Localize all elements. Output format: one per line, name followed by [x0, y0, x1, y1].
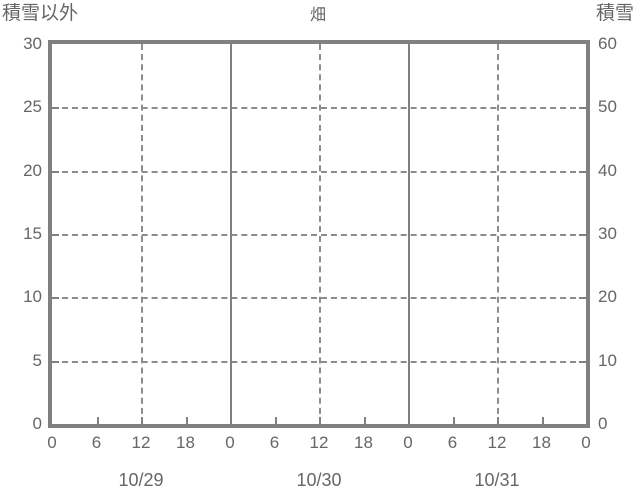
left-axis-tick-label: 25 — [23, 97, 42, 117]
x-axis-tick — [408, 417, 410, 424]
x-axis-tick — [274, 417, 277, 424]
vertical-gridline — [319, 44, 321, 424]
right-axis-tick-label: 10 — [598, 350, 617, 370]
x-axis-tick-label: 0 — [581, 433, 591, 452]
x-axis-tick-label: 12 — [309, 433, 329, 452]
x-axis-tick — [363, 417, 366, 424]
left-axis-tick-label: 0 — [32, 414, 42, 433]
right-axis-tick-label: 20 — [598, 287, 617, 307]
right-axis-tick-label: 40 — [598, 160, 617, 180]
day-boundary-line — [408, 44, 410, 424]
x-axis-tick — [319, 417, 321, 424]
x-axis-day-label: 10/29 — [118, 470, 164, 490]
x-axis-tick-label: 18 — [532, 433, 551, 452]
x-axis-tick — [541, 417, 544, 424]
right-axis-title: 積雪 — [595, 3, 634, 24]
chart-title: 畑 — [309, 7, 326, 24]
left-axis-tick — [52, 297, 59, 300]
plot-grid — [52, 44, 586, 424]
left-axis-tick — [52, 234, 59, 236]
right-axis-tick-label: 60 — [598, 34, 617, 53]
x-axis-tick-label: 12 — [131, 433, 151, 452]
left-axis-tick — [52, 360, 59, 363]
x-axis-tick-label: 18 — [176, 433, 195, 452]
x-axis-tick-label: 6 — [269, 433, 280, 452]
vertical-gridline — [497, 44, 499, 424]
x-axis-tick — [96, 417, 99, 424]
x-axis-day-label: 10/30 — [296, 470, 342, 490]
x-axis-day-label: 10/31 — [474, 470, 520, 490]
x-axis-tick-label: 18 — [354, 433, 373, 452]
left-axis-title: 積雪以外 — [2, 3, 79, 24]
right-axis-tick-label: 0 — [598, 414, 608, 433]
right-axis-tick-label: 30 — [598, 224, 617, 243]
x-axis-tick-label: 6 — [447, 433, 458, 452]
x-axis-tick-label: 12 — [487, 433, 507, 452]
right-axis-tick — [579, 170, 586, 173]
left-axis-tick — [52, 170, 59, 173]
right-axis-tick — [579, 360, 586, 363]
x-axis-tick — [230, 417, 232, 424]
x-axis-tick-label: 0 — [47, 433, 57, 452]
right-axis-tick — [579, 297, 586, 300]
left-axis-tick-label: 20 — [23, 160, 42, 180]
x-axis-tick-label: 0 — [225, 433, 235, 452]
right-axis-tick-label: 50 — [598, 97, 617, 117]
right-axis-tick — [579, 234, 586, 236]
left-axis-tick — [52, 107, 59, 110]
x-axis-tick-label: 0 — [403, 433, 413, 452]
left-axis-tick-label: 15 — [23, 224, 42, 243]
right-axis-tick — [579, 107, 586, 110]
vertical-gridline — [141, 44, 143, 424]
x-axis-tick — [141, 417, 143, 424]
x-axis-tick — [452, 417, 455, 424]
day-boundary-line — [230, 44, 232, 424]
left-axis-tick-label: 10 — [23, 287, 42, 307]
x-axis-tick-label: 6 — [91, 433, 102, 452]
left-axis-tick-label: 5 — [32, 350, 42, 370]
plot-area — [48, 40, 590, 428]
x-axis-tick — [497, 417, 499, 424]
x-axis-tick — [185, 417, 188, 424]
left-axis-tick-label: 30 — [23, 34, 42, 53]
